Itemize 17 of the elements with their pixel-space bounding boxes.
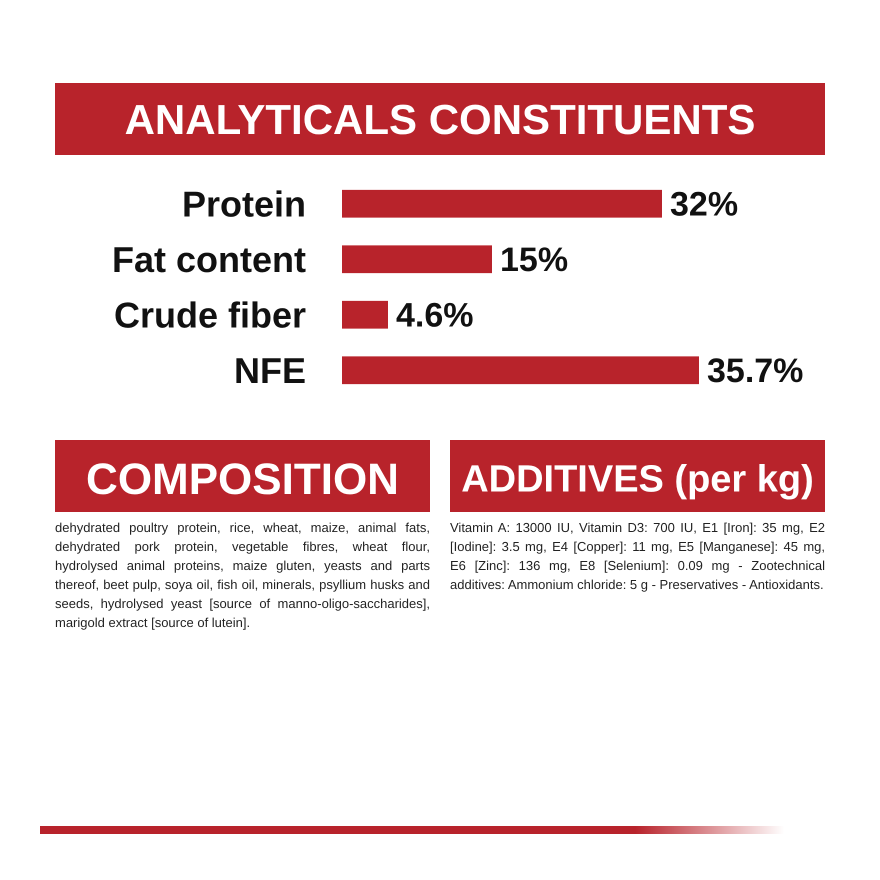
text: COMPOSITION [86,454,399,504]
chart-title: ANALYTICALS CONSTITUENTS [124,96,756,144]
bar [342,190,662,218]
text: dehydrated poultry protein, rice, wheat, maize, animal fats, dehydrated pork protein, vegetable fibres, wheat flour, hydrolysed animal proteins, maize gluten, yeasts and parts thereof, beet pulp, soya oil, fish oil, minerals, psyllium husks and seeds, hydrolysed yeast [source of manno-oligo-saccharides], marigold extract [source of lutein]. [55,519,430,632]
text: ADDITIVES (per kg) [461,458,814,501]
data-label: 35.7% [707,352,804,390]
bar [342,300,388,329]
data-label: 4.6% [396,296,474,335]
y-tick-label: Protein [182,183,306,224]
bar [342,356,699,384]
y-tick-label: NFE [234,350,306,391]
bar [342,245,492,274]
data-label: 32% [670,186,738,224]
data-label: 15% [500,241,568,280]
text: Vitamin A: 13000 IU, Vitamin D3: 700 IU, E1 [Iron]: 35 mg, E2 [Iodine]: 3.5 mg, E4 [Copper]: 11 mg, E5 [Manganese]: 45 mg, E6 [Zinc]: 136 mg, E8 [Selenium]: 0.09 mg - Zootechnical additives: Ammonium chloride: 5 g - Preservatives - Antioxidants. [450,519,825,594]
y-tick-label: Crude fiber [114,294,306,336]
y-tick-label: Fat content [112,238,306,280]
